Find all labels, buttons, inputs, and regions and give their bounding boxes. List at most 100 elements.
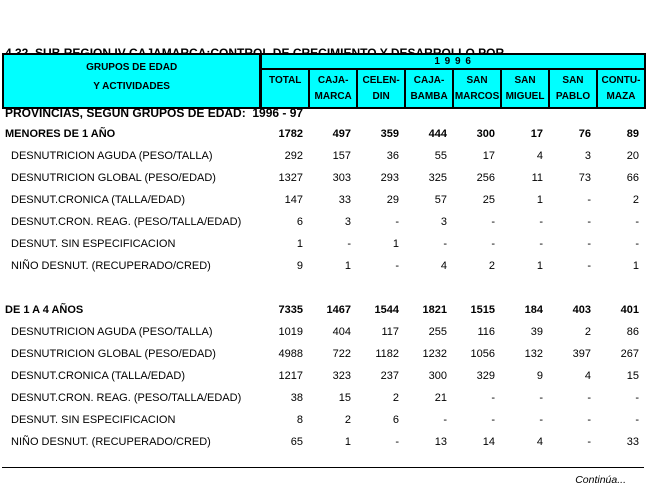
header-row-columns: TOTAL CAJA- MARCA CELEN- DIN CAJA- BAMBA…: [3, 68, 646, 109]
value-cell: -: [587, 216, 591, 228]
value-cell: 39: [530, 326, 543, 338]
value-cell: 722: [332, 348, 351, 360]
value-cell: 29: [386, 194, 399, 206]
value-cell: -: [635, 216, 639, 228]
row-label: DESNUT.CRON. REAG. (PESO/TALLA/EDAD): [11, 392, 242, 404]
value-cell: 1467: [326, 304, 351, 316]
value-cell: 15: [338, 392, 351, 404]
value-cell: 13: [434, 436, 447, 448]
value-cell: 157: [332, 150, 351, 162]
value-cell: 237: [380, 370, 399, 382]
row-label: DESNUT.CRONICA (TALLA/EDAD): [11, 370, 185, 382]
value-cell: 4: [440, 260, 447, 272]
row-label: DESNUTRICION AGUDA (PESO/TALLA): [11, 326, 213, 338]
value-cell: 267: [620, 348, 639, 360]
value-cell: 17: [482, 150, 495, 162]
value-cell: 497: [332, 128, 351, 140]
value-cell: -: [491, 392, 495, 404]
row-label: DE 1 A 4 AÑOS: [5, 304, 84, 316]
value-cell: -: [539, 414, 543, 426]
value-cell: 444: [428, 128, 447, 140]
value-cell: -: [635, 414, 639, 426]
value-cell: 300: [476, 128, 495, 140]
column-header-celendin: CELEN- DIN: [356, 68, 407, 109]
value-cell: -: [587, 238, 591, 250]
value-cell: 397: [572, 348, 591, 360]
data-row: DESNUT. SIN ESPECIFICACION 1 - 1 - - - -…: [2, 233, 644, 255]
value-cell: 292: [284, 150, 303, 162]
value-cell: 2: [392, 392, 399, 404]
value-cell: 359: [380, 128, 399, 140]
row-label: DESNUT. SIN ESPECIFICACION: [11, 238, 176, 250]
value-cell: 76: [578, 128, 591, 140]
value-cell: 57: [434, 194, 447, 206]
data-row: DESNUT.CRON. REAG. (PESO/TALLA/EDAD) 6 3…: [2, 211, 644, 233]
row-label: DESNUT. SIN ESPECIFICACION: [11, 414, 176, 426]
section-header-row: DE 1 A 4 AÑOS 7335 1467 1544 1821 1515 1…: [2, 299, 644, 321]
value-cell: -: [491, 216, 495, 228]
value-cell: 1: [296, 238, 303, 250]
row-label: DESNUT.CRONICA (TALLA/EDAD): [11, 194, 185, 206]
value-cell: 403: [572, 304, 591, 316]
data-row: NIÑO DESNUT. (RECUPERADO/CRED) 9 1 - 4 2…: [2, 255, 644, 277]
value-cell: 15: [626, 370, 639, 382]
header-group-label-line1: GRUPOS DE EDAD: [86, 62, 178, 73]
data-row: DESNUTRICION GLOBAL (PESO/EDAD) 1327 303…: [2, 167, 644, 189]
data-row: DESNUT.CRONICA (TALLA/EDAD) 147 33 29 57…: [2, 189, 644, 211]
value-cell: 1782: [278, 128, 303, 140]
column-header-san-pablo: SAN PABLO: [548, 68, 598, 109]
value-cell: 73: [578, 172, 591, 184]
value-cell: 9: [536, 370, 543, 382]
value-cell: 65: [290, 436, 303, 448]
value-cell: 303: [332, 172, 351, 184]
value-cell: -: [635, 392, 639, 404]
value-cell: 86: [626, 326, 639, 338]
data-row: DESNUT. SIN ESPECIFICACION 8 2 6 - - - -…: [2, 409, 644, 431]
value-cell: 4: [536, 436, 543, 448]
value-cell: 116: [477, 326, 495, 338]
section-header-row: MENORES DE 1 AÑO 1782 497 359 444 300 17…: [2, 123, 644, 145]
value-cell: 1217: [278, 370, 303, 382]
value-cell: 7335: [278, 304, 303, 316]
value-cell: 1182: [375, 348, 399, 360]
value-cell: 55: [434, 150, 447, 162]
value-cell: 1056: [470, 348, 495, 360]
value-cell: 2: [344, 414, 351, 426]
value-cell: 1544: [374, 304, 399, 316]
value-cell: 1515: [470, 304, 495, 316]
value-cell: 1: [536, 260, 543, 272]
value-cell: 33: [626, 436, 639, 448]
value-cell: 3: [584, 150, 591, 162]
data-row: DESNUTRICION GLOBAL (PESO/EDAD) 4988 722…: [2, 343, 644, 365]
value-cell: 404: [332, 326, 351, 338]
value-cell: 1: [344, 260, 351, 272]
value-cell: 9: [296, 260, 303, 272]
value-cell: 89: [626, 128, 639, 140]
column-header-contumaza: CONTU- MAZA: [595, 68, 646, 109]
value-cell: 6: [392, 414, 399, 426]
row-label: MENORES DE 1 AÑO: [5, 128, 116, 140]
bottom-rule: [2, 467, 644, 468]
row-label: DESNUTRICION GLOBAL (PESO/EDAD): [11, 348, 216, 360]
row-label: DESNUTRICION AGUDA (PESO/TALLA): [11, 150, 213, 162]
header-year-cell: 1 9 9 6: [259, 53, 646, 70]
data-row: DESNUT.CRON. REAG. (PESO/TALLA/EDAD) 38 …: [2, 387, 644, 409]
value-cell: 293: [380, 172, 399, 184]
value-cell: 184: [524, 304, 543, 316]
value-cell: -: [635, 238, 639, 250]
value-cell: 132: [524, 348, 543, 360]
data-row: DESNUTRICION AGUDA (PESO/TALLA) 1019 404…: [2, 321, 644, 343]
value-cell: 1: [392, 238, 399, 250]
value-cell: 117: [381, 326, 399, 338]
value-cell: -: [491, 238, 495, 250]
value-cell: 147: [284, 194, 303, 206]
value-cell: -: [539, 216, 543, 228]
data-row: DESNUT.CRONICA (TALLA/EDAD) 1217 323 237…: [2, 365, 644, 387]
data-row: NIÑO DESNUT. (RECUPERADO/CRED) 65 1 - 13…: [2, 431, 644, 453]
value-cell: 4988: [278, 348, 303, 360]
column-header-total: TOTAL: [259, 68, 311, 109]
value-cell: 255: [428, 326, 447, 338]
value-cell: 38: [290, 392, 303, 404]
value-cell: 14: [482, 436, 495, 448]
column-header-cajabamba: CAJA- BAMBA: [404, 68, 455, 109]
